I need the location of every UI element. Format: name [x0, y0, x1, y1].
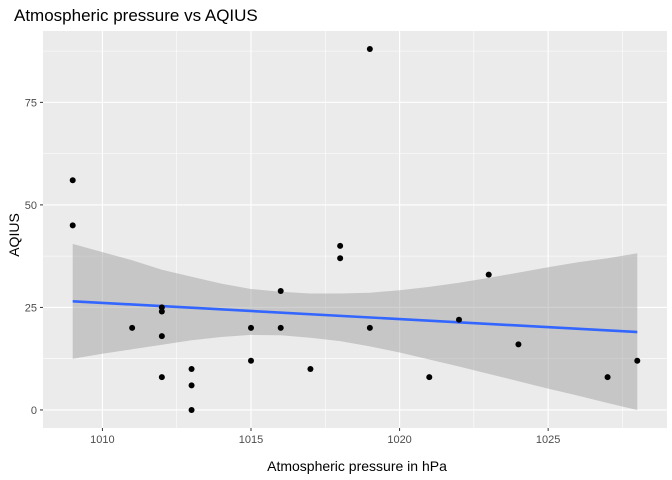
data-point [366, 46, 373, 53]
data-point [188, 365, 195, 372]
data-point [634, 357, 641, 364]
confidence-band [72, 243, 638, 410]
y-tick-label: 50 [25, 200, 37, 212]
data-point [337, 255, 344, 262]
y-axis-ticks: 0 25 50 75 [25, 97, 43, 417]
data-point [248, 357, 254, 364]
data-point [158, 374, 165, 381]
data-point [248, 324, 254, 331]
x-tick-label: 1015 [239, 434, 263, 446]
data-point [307, 365, 314, 372]
data-point [277, 324, 284, 331]
data-point [515, 341, 522, 348]
data-point [69, 222, 76, 229]
chart-title: Atmospheric pressure vs AQIUS [14, 6, 258, 25]
y-tick-label: 25 [25, 302, 37, 314]
data-points [69, 46, 641, 413]
x-axis-ticks: 1010 1015 1020 1025 [90, 428, 560, 446]
data-point [188, 406, 195, 413]
x-axis-title: Atmospheric pressure in hPa [267, 458, 447, 474]
y-tick-label: 75 [25, 97, 37, 109]
x-tick-label: 1020 [387, 434, 411, 446]
data-point [426, 374, 433, 381]
minor-gridlines [43, 31, 667, 428]
data-point [188, 382, 195, 389]
x-tick-label: 1025 [536, 434, 560, 446]
data-point [158, 304, 165, 311]
data-point [337, 242, 344, 249]
plot-panel [43, 31, 667, 428]
y-axis-title: AQIUS [6, 213, 22, 257]
y-tick-label: 0 [31, 405, 37, 417]
data-point [604, 374, 611, 381]
data-point [485, 271, 492, 278]
data-point [158, 308, 165, 315]
data-point [129, 324, 136, 331]
data-point [456, 316, 462, 323]
data-point [69, 177, 76, 184]
data-point [277, 288, 284, 295]
data-point [366, 324, 373, 331]
data-point [158, 333, 165, 340]
x-tick-label: 1010 [90, 434, 114, 446]
trend-line [72, 299, 638, 334]
